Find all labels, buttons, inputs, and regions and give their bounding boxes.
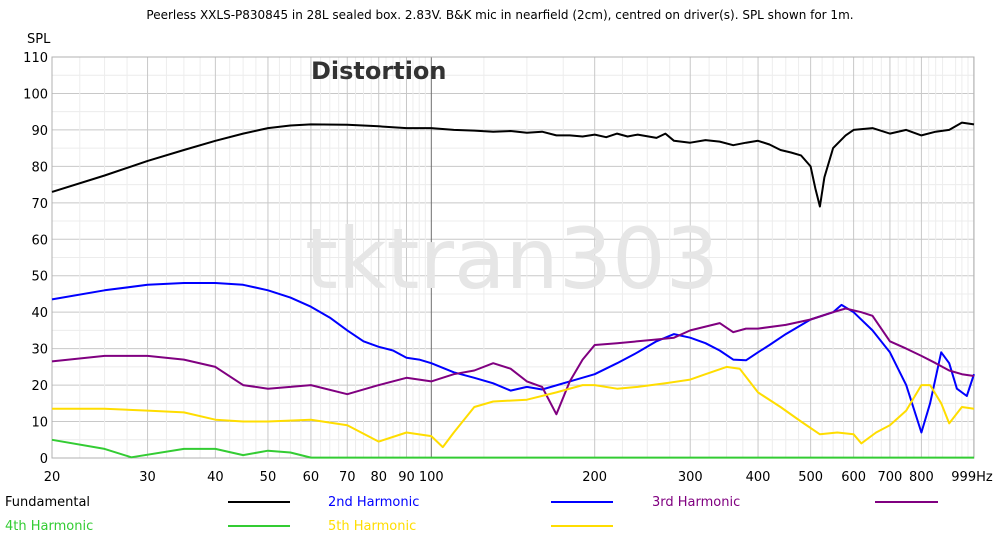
x-tick-label: 300 <box>678 470 703 485</box>
watermark: tktran303 <box>305 210 719 308</box>
series-line-2 <box>51 307 975 416</box>
x-tick-label: 700 <box>878 470 903 485</box>
x-tick-label: 999Hz <box>951 470 993 485</box>
x-tick-label: 100 <box>419 470 444 485</box>
x-tick-label: 70 <box>339 470 356 485</box>
y-tick-label: 60 <box>31 233 48 248</box>
x-tick-label: 600 <box>841 470 866 485</box>
y-axis-label: SPL <box>27 32 51 47</box>
y-tick-labels: 0 10 20 30 40 50 60 70 80 90 100 110 <box>23 51 48 467</box>
legend-label: 3rd Harmonic <box>652 495 740 510</box>
x-tick-label: 40 <box>207 470 224 485</box>
x-tick-label: 80 <box>370 470 387 485</box>
x-tick-label: 200 <box>582 470 607 485</box>
y-tick-label: 0 <box>40 452 48 467</box>
y-tick-label: 40 <box>31 306 48 321</box>
x-tick-label: 30 <box>139 470 156 485</box>
y-tick-label: 100 <box>23 87 48 102</box>
x-tick-label: 400 <box>746 470 771 485</box>
y-tick-label: 110 <box>23 51 48 66</box>
legend-label: 4th Harmonic <box>5 519 93 534</box>
series-line-4 <box>52 365 975 449</box>
y-tick-label: 20 <box>31 379 48 394</box>
y-tick-label: 90 <box>31 124 48 139</box>
legend-label: Fundamental <box>5 495 90 510</box>
series-line-0 <box>51 121 975 208</box>
legend-label: 5th Harmonic <box>328 519 416 534</box>
legend: Fundamental 2nd Harmonic 3rd Harmonic 4th H… <box>5 495 938 534</box>
x-tick-label: 90 <box>398 470 415 485</box>
y-tick-label: 10 <box>31 416 48 431</box>
y-tick-label: 50 <box>31 270 48 285</box>
chart-title: Peerless XXLS-P830845 in 28L sealed box.… <box>146 8 853 22</box>
distortion-annotation: Distortion <box>311 57 447 85</box>
legend-label: 2nd Harmonic <box>328 495 419 510</box>
y-tick-label: 80 <box>31 160 48 175</box>
x-tick-label: 50 <box>260 470 277 485</box>
series-line-1 <box>51 282 975 434</box>
x-tick-label: 20 <box>44 470 61 485</box>
x-tick-label: 800 <box>909 470 934 485</box>
watermark-group: tktran303 <box>305 210 719 308</box>
series-lines <box>51 121 975 459</box>
y-tick-label: 70 <box>31 197 48 212</box>
x-tick-label: 60 <box>303 470 320 485</box>
series-line-3 <box>51 438 974 459</box>
x-tick-labels: 20 30 40 50 60 70 80 90 100 200 300 400 500 600 700 800… <box>44 470 993 485</box>
y-tick-label: 30 <box>31 343 48 358</box>
x-tick-label: 500 <box>798 470 823 485</box>
